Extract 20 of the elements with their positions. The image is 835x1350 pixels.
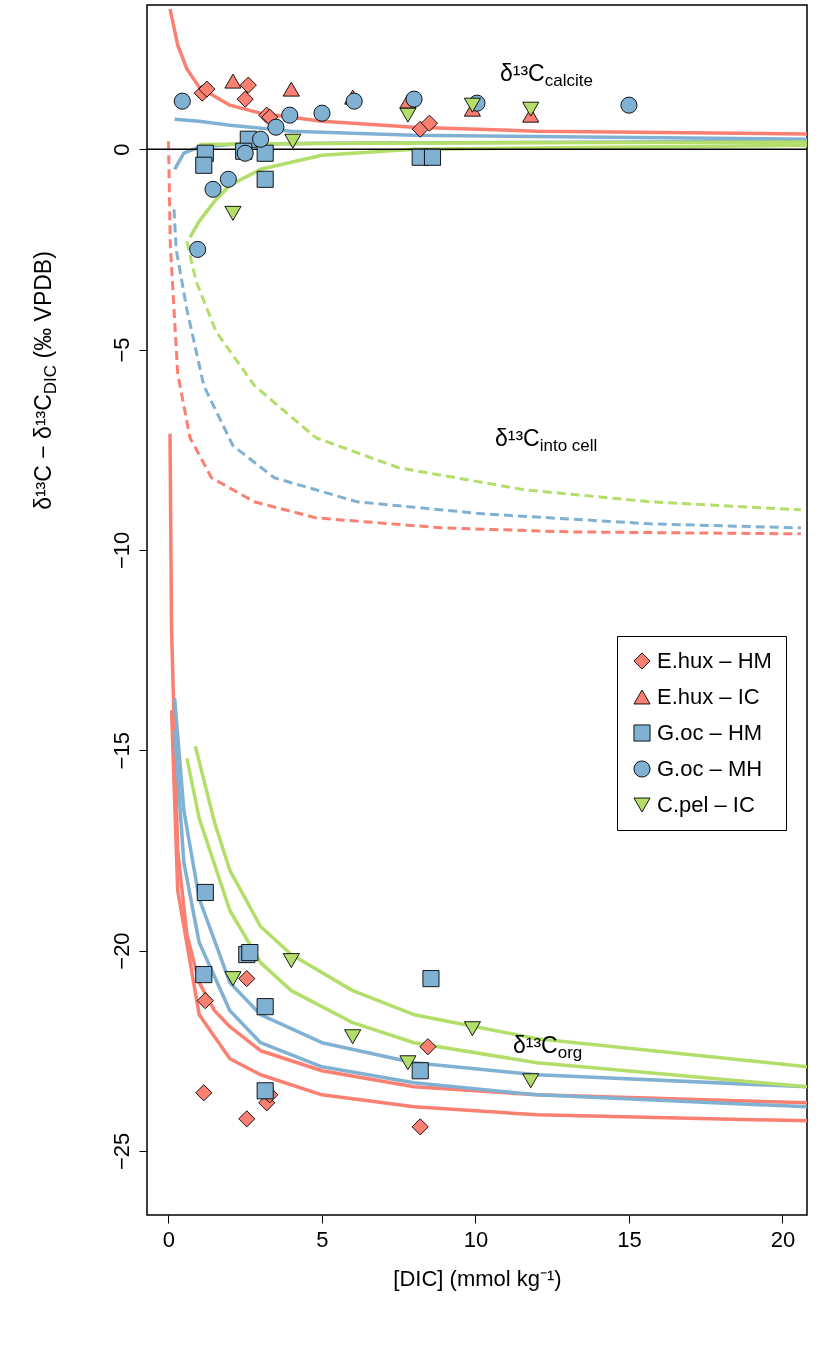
y-tick-label: −20 <box>108 932 134 970</box>
x-tick-label: 15 <box>617 1226 642 1252</box>
x-axis-title: [DIC] (mmol kg⁻¹) <box>393 1265 562 1291</box>
y-tick-label: −25 <box>108 1132 134 1171</box>
annotation: δ¹³C$_{calcite}$ <box>500 60 593 91</box>
y-tick-label: −5 <box>108 337 134 363</box>
y-tick-label: −15 <box>108 732 134 770</box>
x-tick-label: 5 <box>316 1226 329 1252</box>
annotation: δ¹³C$_{org}$ <box>513 1032 583 1063</box>
legend-label: E.hux – HM <box>657 648 772 673</box>
x-tick-label: 10 <box>463 1226 489 1252</box>
y-tick-label: −10 <box>108 531 134 570</box>
x-tick-label: 20 <box>770 1226 796 1252</box>
legend-label: G.oc – MH <box>657 756 763 781</box>
legend-label: E.hux – IC <box>657 684 760 709</box>
legend-label: C.pel – IC <box>657 792 755 817</box>
annotation: δ¹³C$_{into cell}$ <box>495 425 598 456</box>
y-tick-label: 0 <box>108 143 134 156</box>
legend-label: G.oc – HM <box>657 720 763 745</box>
x-tick-label: 0 <box>162 1226 176 1252</box>
